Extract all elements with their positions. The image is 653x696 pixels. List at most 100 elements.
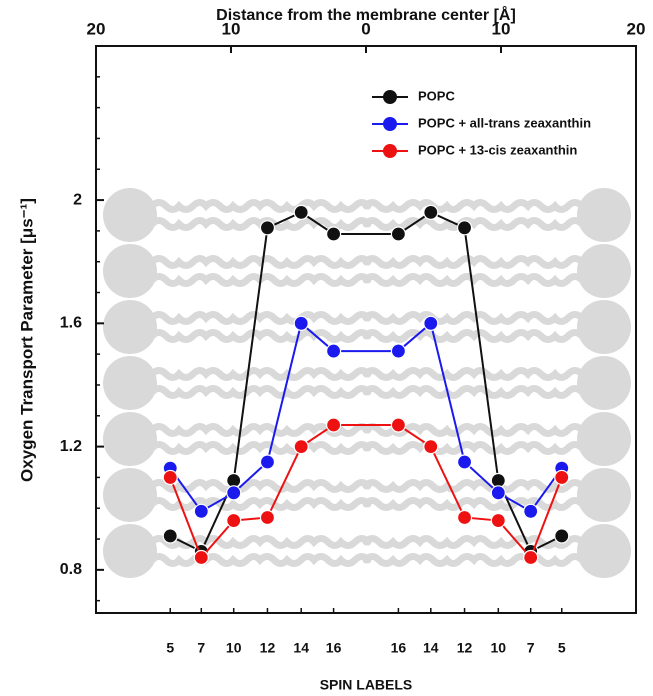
lipid-head <box>577 356 631 410</box>
lipid-tail <box>362 497 586 511</box>
data-point <box>193 549 209 566</box>
lipid-head <box>577 188 631 242</box>
data-point <box>326 226 342 242</box>
lipid-tail <box>148 255 372 269</box>
x-bottom-tick-label: 7 <box>197 640 205 656</box>
lipid-tail <box>148 423 372 437</box>
lipid-tail <box>362 441 586 455</box>
x-bottom-tick-label: 14 <box>293 640 309 656</box>
lipid-tail <box>362 329 586 343</box>
lipid-tail <box>148 311 372 325</box>
x-bottom-tick-label: 16 <box>326 640 342 656</box>
data-point <box>226 512 242 529</box>
legend-label: POPC + all-trans zeaxanthin <box>418 115 591 130</box>
lipid-tail <box>362 255 586 269</box>
legend-label: POPC + 13-cis zeaxanthin <box>418 142 577 157</box>
data-point <box>456 454 473 470</box>
lipid-tail <box>148 553 372 567</box>
lipid-head <box>103 244 157 298</box>
lipid-tail <box>148 479 372 493</box>
data-point <box>293 204 309 221</box>
x-bottom-tick-label: 12 <box>260 640 276 656</box>
lipid-tail <box>362 217 586 231</box>
x-tick-label: 20 <box>627 19 646 38</box>
lipid-tail <box>362 273 586 287</box>
lipid-tail <box>148 441 372 455</box>
x-bottom-tick-label: 10 <box>226 640 242 656</box>
legend-marker <box>383 90 397 104</box>
lipid-head <box>577 524 631 578</box>
x-tick-label: 20 <box>87 19 106 38</box>
lipid-tail <box>362 385 586 399</box>
data-point <box>259 220 276 236</box>
x-bottom-tick-label: 12 <box>457 640 473 656</box>
lipid-head <box>103 356 157 410</box>
x-bottom-tick-label: 5 <box>558 640 566 656</box>
lipid-tail <box>362 311 586 325</box>
data-point <box>193 503 209 519</box>
x-bottom-tick-label: 7 <box>527 640 535 656</box>
data-point <box>390 343 406 359</box>
data-point <box>293 315 309 331</box>
legend-label: POPC <box>418 88 455 103</box>
data-point <box>490 485 506 501</box>
x-bottom-tick-label: 5 <box>166 640 174 656</box>
data-point <box>390 417 406 433</box>
x-axis-label: SPIN LABELS <box>320 677 413 693</box>
x-tick-label: 10 <box>222 19 241 38</box>
data-point <box>554 469 570 486</box>
lipid-tail <box>148 367 372 381</box>
lipid-head <box>577 244 631 298</box>
lipid-head <box>103 188 157 242</box>
data-point <box>162 528 178 544</box>
y-tick-label: 1.6 <box>60 315 82 332</box>
lipid-head <box>577 412 631 466</box>
data-point <box>554 528 570 544</box>
data-point <box>259 454 276 470</box>
data-point <box>523 503 539 519</box>
lipid-head <box>103 524 157 578</box>
chart-title: Distance from the membrane center [Å] <box>216 5 516 24</box>
y-axis-label: Oxygen Transport Parameter [μs⁻¹] <box>17 198 36 482</box>
data-point <box>490 512 506 529</box>
data-point <box>523 549 539 566</box>
series-line <box>169 424 563 560</box>
y-tick-label: 1.2 <box>60 438 82 455</box>
data-point <box>326 343 342 359</box>
x-bottom-tick-label: 14 <box>423 640 439 656</box>
lipid-tail <box>148 199 372 213</box>
data-point <box>423 204 439 221</box>
x-tick-label: 10 <box>492 19 511 38</box>
lipid-tail <box>362 423 586 437</box>
lipid-head <box>103 468 157 522</box>
lipid-tail <box>148 385 372 399</box>
lipid-head <box>103 300 157 354</box>
data-point <box>259 509 276 526</box>
lipid-tail <box>362 367 586 381</box>
data-point <box>293 438 309 455</box>
y-tick-label: 0.8 <box>60 561 82 578</box>
lipid-tail <box>362 199 586 213</box>
lipid-head <box>103 412 157 466</box>
lipid-tail <box>362 479 586 493</box>
y-tick-label: 2 <box>73 191 82 208</box>
data-point <box>456 509 473 526</box>
data-point <box>162 469 178 486</box>
x-tick-label: 0 <box>361 19 370 38</box>
data-point <box>226 485 242 501</box>
data-point <box>456 220 473 236</box>
lipid-background <box>103 188 631 578</box>
x-bottom-tick-label: 16 <box>391 640 407 656</box>
lipid-tail <box>362 553 586 567</box>
data-point <box>390 226 406 242</box>
lipid-tail <box>148 329 372 343</box>
lipid-tail <box>148 497 372 511</box>
legend-marker <box>383 117 397 131</box>
plot-frame <box>95 45 637 614</box>
data-point <box>326 417 342 433</box>
x-bottom-tick-label: 10 <box>491 640 507 656</box>
data-point <box>423 315 439 331</box>
lipid-head <box>577 468 631 522</box>
lipid-head <box>577 300 631 354</box>
